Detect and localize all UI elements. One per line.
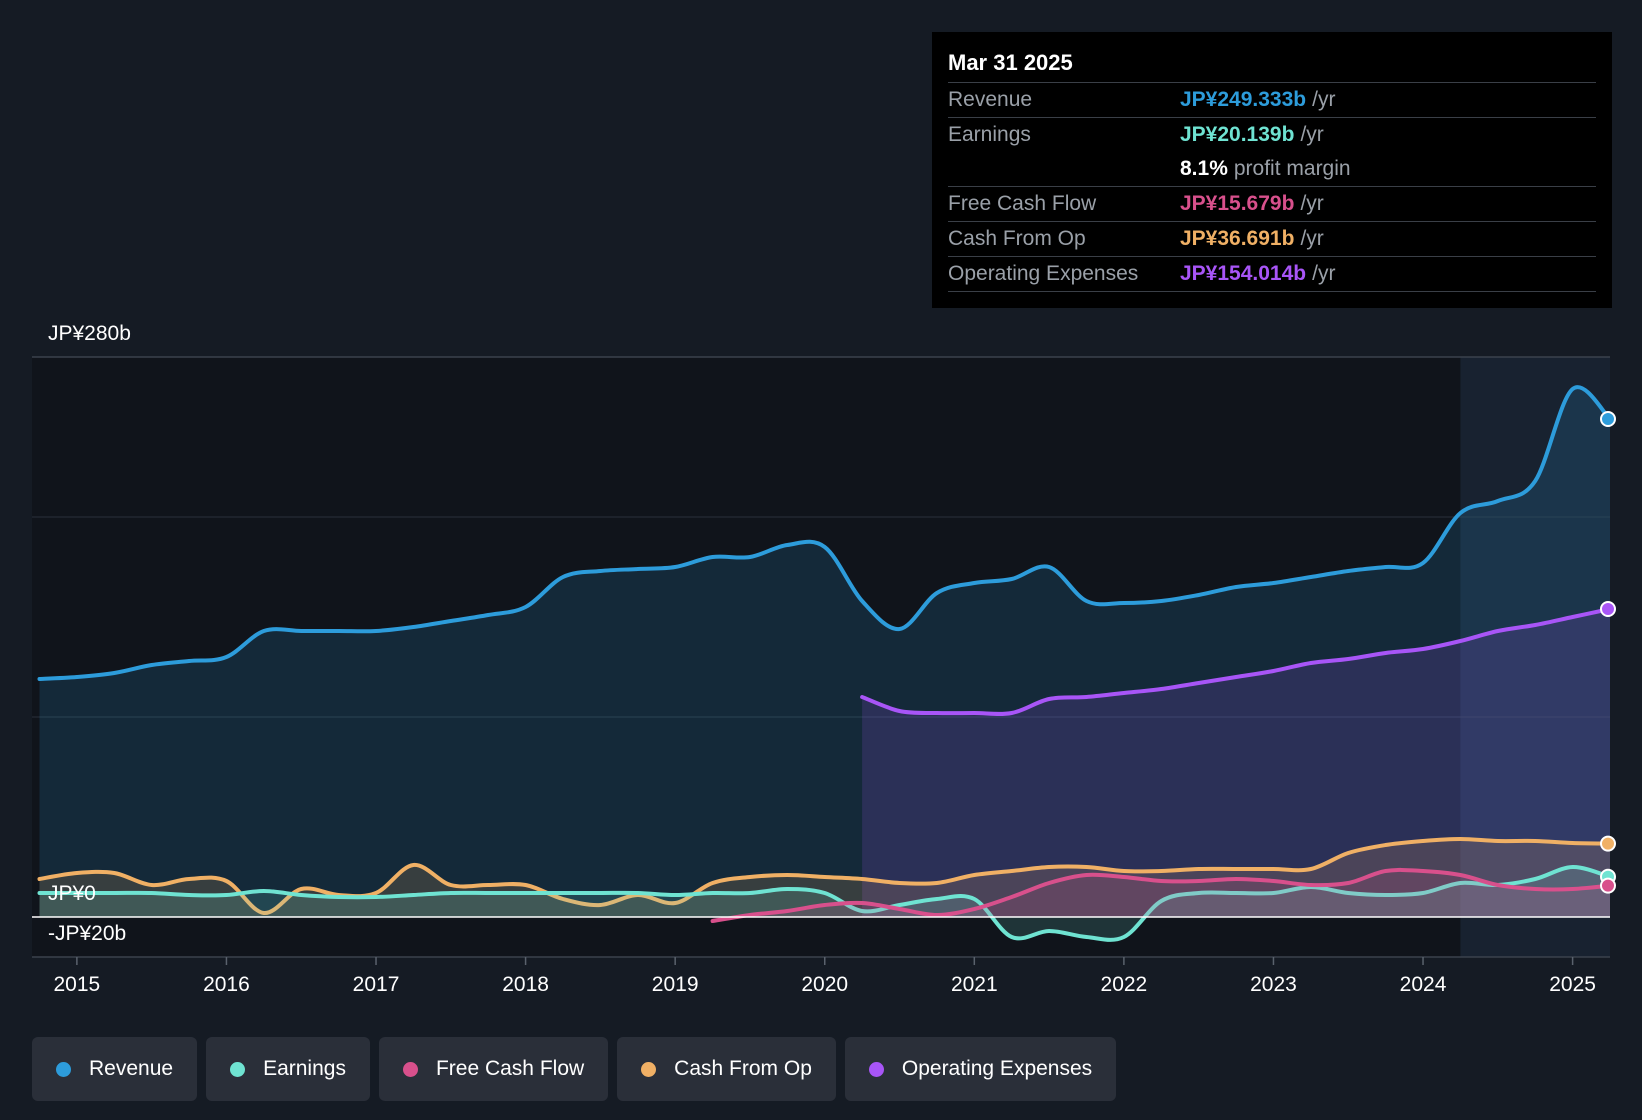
x-tick-label: 2019 [652, 973, 699, 996]
tooltip-value: JP¥15.679b [1180, 192, 1295, 215]
tooltip-label: Revenue [948, 88, 1033, 111]
tooltip-row-revenue: Revenue JP¥249.333b /yr [948, 82, 1596, 117]
legend: Revenue Earnings Free Cash Flow Cash Fro… [32, 1037, 1117, 1101]
tooltip-unit: /yr [1312, 262, 1336, 285]
x-tick-label: 2017 [353, 973, 400, 996]
legend-dot-icon [868, 1061, 884, 1077]
tooltip-value: 8.1% [1180, 157, 1228, 180]
x-tick-label: 2016 [203, 973, 250, 996]
series-line-earnings[interactable] [37, 864, 1612, 942]
series-end-dot-free-cash-flow[interactable] [1600, 877, 1616, 894]
highlight-band [1460, 357, 1610, 957]
legend-item-earnings[interactable]: Earnings [206, 1037, 370, 1101]
tooltip-row-earnings: Earnings JP¥20.139b /yr [948, 117, 1596, 152]
y-label-top: JP¥280b [48, 322, 131, 345]
tooltip-unit: /yr [1300, 227, 1324, 250]
tooltip-label: Earnings [948, 123, 1031, 146]
x-tick-label: 2020 [801, 973, 848, 996]
x-tick-label: 2021 [951, 973, 998, 996]
tooltip-label: Free Cash Flow [948, 192, 1097, 215]
tooltip-unit: profit margin [1233, 157, 1351, 180]
series-end-dot-operating-expenses[interactable] [1600, 601, 1616, 617]
tooltip-row-cfo: Cash From Op JP¥36.691b /yr [948, 221, 1596, 256]
legend-label: Operating Expenses [901, 1057, 1093, 1080]
series-area-revenue [39, 387, 1610, 918]
series-line-cash-from-op[interactable] [37, 837, 1612, 915]
series-end-dot-revenue[interactable] [1600, 411, 1616, 427]
legend-label: Earnings [263, 1057, 346, 1080]
tooltip-label: Operating Expenses [948, 262, 1139, 285]
x-tick-label: 2022 [1101, 973, 1148, 996]
x-tick-label: 2023 [1250, 973, 1297, 996]
tooltip-unit: /yr [1300, 123, 1324, 146]
x-tick-label: 2025 [1549, 973, 1596, 996]
tooltip-unit: /yr [1312, 88, 1336, 111]
tooltip-label: Cash From Op [948, 227, 1086, 250]
series-end-dot-cash-from-op[interactable] [1600, 835, 1616, 852]
y-label-zero: JP¥0 [48, 882, 96, 905]
legend-item-revenue[interactable]: Revenue [32, 1037, 198, 1101]
tooltip-row-fcf: Free Cash Flow JP¥15.679b /yr [948, 186, 1596, 221]
x-tick-label: 2015 [54, 973, 101, 996]
tooltip-date: Mar 31 2025 [948, 50, 1073, 75]
tooltip-divider [948, 291, 1596, 292]
legend-item-operating-expenses[interactable]: Operating Expenses [844, 1037, 1117, 1101]
y-label-bottom: -JP¥20b [48, 922, 126, 945]
legend-dot-icon [230, 1061, 246, 1077]
series-line-operating-expenses[interactable] [860, 607, 1612, 717]
tooltip: Mar 31 2025 Revenue JP¥249.333b /yr Earn… [932, 32, 1612, 308]
legend-label: Free Cash Flow [435, 1057, 585, 1080]
legend-dot-icon [402, 1061, 418, 1077]
tooltip-row-opex: Operating Expenses JP¥154.014b /yr [948, 256, 1596, 291]
plot-background [32, 357, 1610, 957]
tooltip-unit: /yr [1300, 192, 1324, 215]
legend-label: Revenue [89, 1057, 174, 1080]
tooltip-row-margin: 8.1% profit margin [948, 152, 1596, 186]
tooltip-value: JP¥36.691b [1180, 227, 1295, 250]
legend-dot-icon [56, 1061, 71, 1077]
tooltip-value: JP¥20.139b [1180, 123, 1295, 146]
series-line-revenue[interactable] [37, 385, 1612, 681]
tooltip-value: JP¥154.014b [1180, 262, 1307, 285]
series-line-free-cash-flow[interactable] [710, 867, 1612, 923]
series-area-free-cash-flow [712, 869, 1610, 921]
x-tick-label: 2018 [502, 973, 549, 996]
legend-label: Cash From Op [674, 1057, 812, 1080]
legend-item-cash-from-op[interactable]: Cash From Op [617, 1037, 836, 1101]
legend-dot-icon [641, 1061, 657, 1077]
legend-item-free-cash-flow[interactable]: Free Cash Flow [378, 1037, 609, 1101]
tooltip-value: JP¥249.333b [1180, 88, 1307, 111]
x-tick-label: 2024 [1400, 973, 1447, 996]
